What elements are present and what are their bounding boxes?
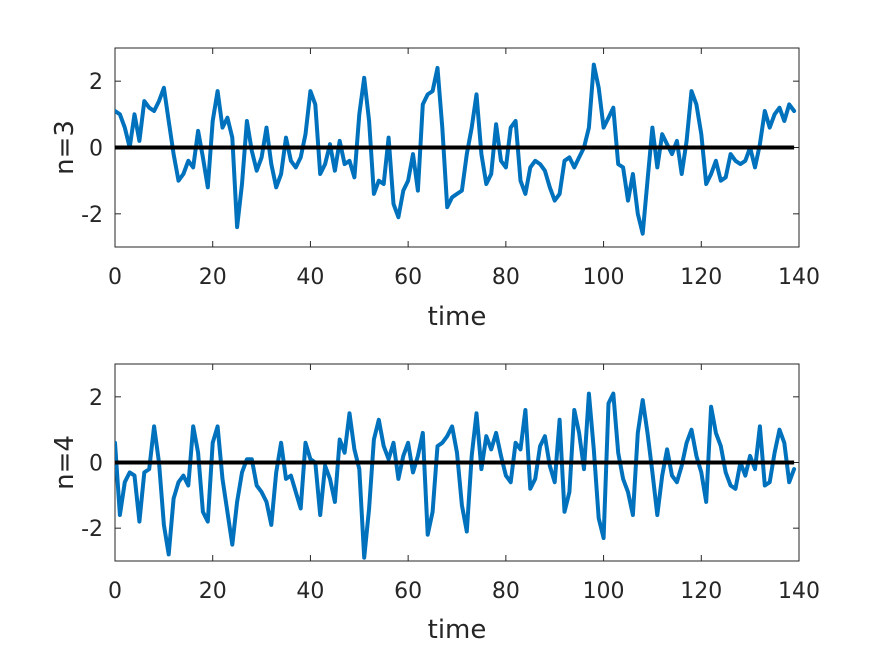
y-tick-label: 0 <box>89 137 103 162</box>
x-tick-label: 100 <box>583 265 625 290</box>
y-tick-label: -2 <box>81 203 103 228</box>
x-tick-label: 40 <box>296 579 324 604</box>
y-tick-label: 0 <box>89 452 103 477</box>
x-tick-label: 0 <box>108 265 122 290</box>
y-axis-label: n=4 <box>50 435 80 490</box>
x-tick-label: 60 <box>394 579 422 604</box>
x-tick-label: 60 <box>394 265 422 290</box>
x-tick-label: 80 <box>492 579 520 604</box>
x-axis-label: time <box>428 302 487 332</box>
x-tick-label: 100 <box>583 579 625 604</box>
x-axis-label: time <box>428 615 487 645</box>
chart-n4: 0 20 40 60 80 100 120 140 -2 0 2 time n=4 <box>50 363 820 645</box>
x-tick-label: 140 <box>778 265 820 290</box>
x-tick-label: 140 <box>778 579 820 604</box>
x-tick-label: 120 <box>680 265 722 290</box>
y-tick-label: 2 <box>89 70 103 95</box>
chart-n3: 0 20 40 60 80 100 120 140 -2 0 2 time n=3 <box>50 47 820 332</box>
x-tick-label: 120 <box>680 579 722 604</box>
y-tick-label: -2 <box>81 517 103 542</box>
plot-area: 0 20 40 60 80 100 120 140 -2 0 2 <box>81 363 820 604</box>
y-axis-label: n=3 <box>50 120 80 175</box>
x-tick-label: 80 <box>492 265 520 290</box>
series-line <box>115 62 797 236</box>
x-tick-label: 0 <box>108 579 122 604</box>
y-tick-label: 2 <box>89 386 103 411</box>
x-tick-label: 20 <box>199 265 227 290</box>
x-tick-label: 40 <box>296 265 324 290</box>
series-line <box>115 391 797 560</box>
x-tick-label: 20 <box>199 579 227 604</box>
plot-area: 0 20 40 60 80 100 120 140 -2 0 2 <box>81 47 820 290</box>
